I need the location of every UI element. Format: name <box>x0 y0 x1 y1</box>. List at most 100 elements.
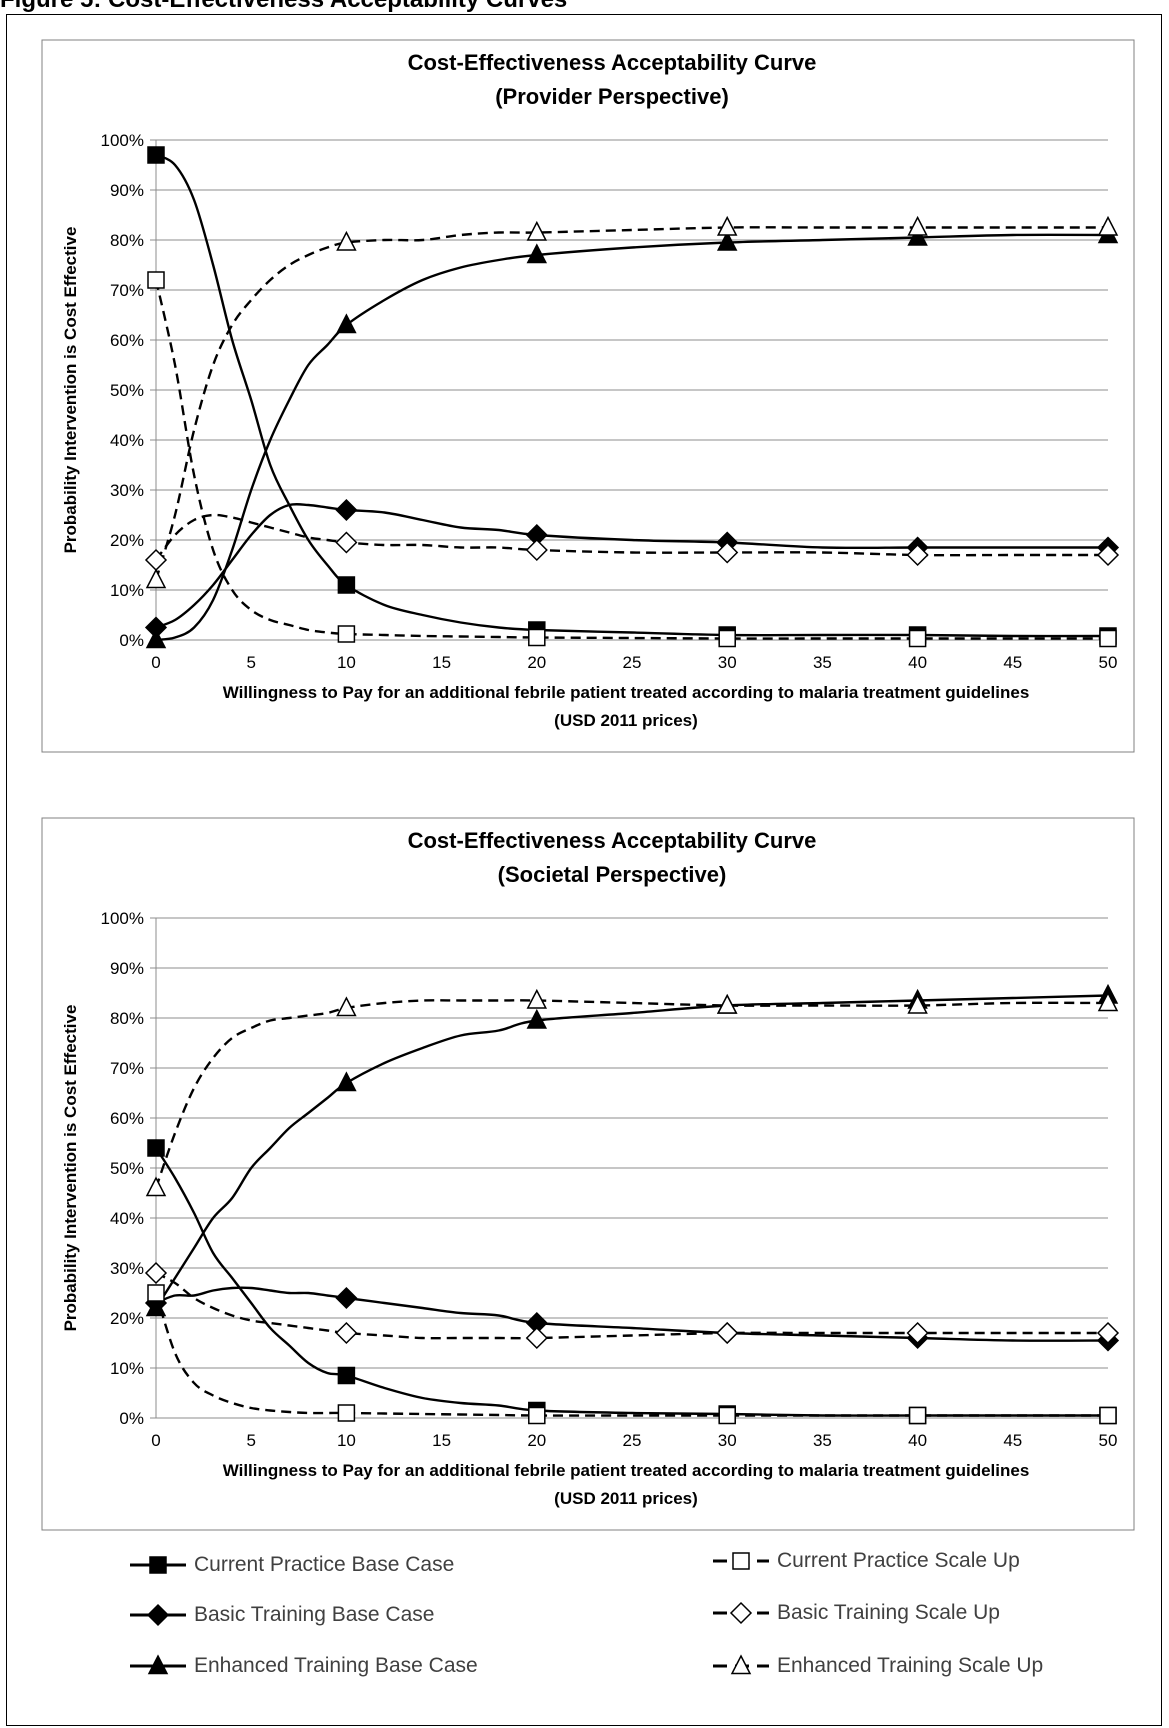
data-point <box>907 225 928 246</box>
y-tick-label: 50% <box>110 1159 144 1178</box>
legend-item-basic-training-base: Basic Training Base Case <box>128 1600 434 1630</box>
legend-label: Current Practice Scale Up <box>777 1549 1020 1572</box>
data-point <box>337 1404 356 1422</box>
series-current-practice-base-case <box>154 1147 1108 1417</box>
legend-swatch <box>713 1601 769 1625</box>
series-line <box>154 226 1108 581</box>
x-tick-label: 30 <box>718 1431 737 1450</box>
x-tick-label: 10 <box>337 653 356 672</box>
chart-frame <box>41 39 1135 753</box>
data-point <box>906 1321 929 1345</box>
data-point <box>144 1261 168 1285</box>
legend-swatch <box>130 1603 186 1627</box>
x-tick-label: 15 <box>432 1431 451 1450</box>
chart-subtitle: (Provider Perspective) <box>495 84 729 109</box>
y-tick-label: 40% <box>110 1209 144 1228</box>
y-tick-label: 70% <box>110 281 144 300</box>
x-tick-label: 45 <box>1003 1431 1022 1450</box>
series-enhanced-training-base-case <box>154 994 1109 1309</box>
data-point <box>525 1326 548 1350</box>
series-line <box>154 994 1109 1309</box>
data-point <box>145 628 167 649</box>
data-point <box>147 1284 165 1302</box>
data-point <box>908 1406 927 1425</box>
data-point <box>716 541 739 564</box>
data-point <box>336 313 357 334</box>
x-tick-label: 25 <box>623 653 642 672</box>
societal-perspective-chart: Cost-Effectiveness Acceptability Curve (S… <box>41 817 1135 1531</box>
series-current-practice-base-case <box>155 153 1109 638</box>
legend-item-enhanced-training-scale-up: Enhanced Training Scale Up <box>711 1651 1043 1681</box>
chart-title: Cost-Effectiveness Acceptability Curve <box>408 50 817 75</box>
legend-marker <box>730 1654 752 1675</box>
data-point <box>147 146 165 164</box>
series-line <box>154 1147 1108 1417</box>
legend-swatch <box>130 1654 186 1675</box>
legend-item-enhanced-training-base: Enhanced Training Base Case <box>128 1651 478 1681</box>
legend-swatch <box>713 1552 769 1570</box>
legend-marker <box>732 1552 750 1570</box>
legend-marker <box>729 1601 753 1625</box>
y-tick-label: 10% <box>110 1359 144 1378</box>
y-tick-label: 30% <box>110 481 144 500</box>
x-tick-label: 0 <box>151 653 160 672</box>
data-point <box>336 230 357 251</box>
series-enhanced-training-base-case <box>155 233 1109 642</box>
y-axis-label: Probability Intervention is Cost Effecti… <box>61 1005 80 1332</box>
data-point <box>528 1406 546 1425</box>
x-tick-label: 10 <box>337 1431 356 1450</box>
data-point <box>1096 543 1120 567</box>
data-point <box>337 576 356 594</box>
y-tick-label: 100% <box>101 909 144 928</box>
series-line <box>154 999 1109 1189</box>
y-tick-label: 60% <box>110 331 144 350</box>
y-axis-label: Probability Intervention is Cost Effecti… <box>61 227 80 554</box>
legend-item-current-practice-scale-up: Current Practice Scale Up <box>711 1546 1020 1576</box>
series-basic-training-scale-up <box>155 513 1108 561</box>
y-tick-label: 90% <box>110 181 144 200</box>
data-point <box>906 543 929 567</box>
data-point <box>336 996 357 1017</box>
x-axis-label: Willingness to Pay for an additional feb… <box>223 683 1030 702</box>
series-line <box>155 1286 1109 1342</box>
markers-enhanced-training-base-case <box>145 223 1119 649</box>
x-tick-label: 45 <box>1003 653 1022 672</box>
x-tick-label: 35 <box>813 1431 832 1450</box>
data-point <box>145 568 167 589</box>
figure-frame <box>6 14 1162 1726</box>
chart-title: Cost-Effectiveness Acceptability Curve <box>408 828 817 853</box>
legend-marker <box>147 1654 169 1675</box>
legend-item-basic-training-scale-up: Basic Training Scale Up <box>711 1598 1000 1628</box>
series-line <box>154 1292 1108 1417</box>
markers-basic-training-scale-up <box>144 531 1120 572</box>
data-point <box>1099 629 1117 648</box>
x-tick-label: 20 <box>527 653 546 672</box>
series-line <box>154 279 1108 640</box>
series-line <box>155 513 1108 561</box>
y-tick-label: 80% <box>110 231 144 250</box>
data-point <box>716 230 738 251</box>
x-tick-label: 20 <box>527 1431 546 1450</box>
y-tick-label: 100% <box>101 131 144 150</box>
data-point <box>716 1321 739 1345</box>
data-point <box>526 220 548 241</box>
figure-caption: Figure 5: Cost-Effectiveness Acceptabili… <box>0 0 567 14</box>
data-point <box>337 1366 356 1385</box>
data-point <box>145 1296 167 1317</box>
data-point <box>716 993 738 1014</box>
data-point <box>716 215 738 236</box>
data-point <box>335 531 358 554</box>
series-line <box>155 233 1109 642</box>
data-point <box>718 629 736 648</box>
data-point <box>908 629 927 648</box>
chart-frame <box>41 817 1135 1531</box>
legend-label: Enhanced Training Base Case <box>194 1654 478 1677</box>
markers-basic-training-scale-up <box>144 1261 1120 1350</box>
gridlines <box>150 139 1108 641</box>
series-current-practice-scale-up <box>154 279 1108 640</box>
series-enhanced-training-scale-up <box>154 999 1109 1189</box>
series-basic-training-scale-up <box>155 1271 1108 1340</box>
series-line <box>155 1271 1108 1340</box>
legend-marker <box>149 1556 167 1574</box>
